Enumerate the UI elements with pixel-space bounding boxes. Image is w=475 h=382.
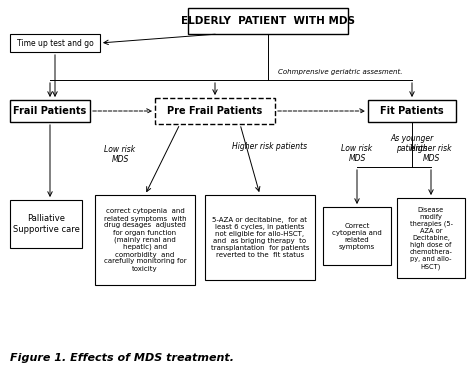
Text: Low risk
MDS: Low risk MDS bbox=[342, 144, 372, 163]
Text: Palliative
Supportive care: Palliative Supportive care bbox=[12, 214, 79, 234]
Text: Disease
modify
therapies (5-
AZA or
Decitabine,
high dose of
chemothera-
py, and: Disease modify therapies (5- AZA or Deci… bbox=[409, 207, 453, 269]
Text: Time up test and go: Time up test and go bbox=[17, 39, 94, 47]
Bar bbox=[95, 195, 195, 285]
Text: Correct
cytopenia and
related
symptoms: Correct cytopenia and related symptoms bbox=[332, 222, 382, 249]
Text: 5-AZA or decitabine,  for at
least 6 cycles, in patients
not eligible for allo-H: 5-AZA or decitabine, for at least 6 cycl… bbox=[211, 217, 309, 258]
Bar bbox=[205, 195, 315, 280]
Bar bbox=[155, 98, 275, 124]
Bar bbox=[188, 8, 348, 34]
Text: Cohmprensive geriatric assesment.: Cohmprensive geriatric assesment. bbox=[278, 69, 402, 75]
Text: Fit Patients: Fit Patients bbox=[380, 106, 444, 116]
Bar bbox=[323, 207, 391, 265]
Text: As younger
patients: As younger patients bbox=[390, 134, 434, 154]
Text: Frail Patients: Frail Patients bbox=[13, 106, 86, 116]
Bar bbox=[10, 100, 90, 122]
Bar bbox=[10, 34, 100, 52]
Text: Pre Frail Patients: Pre Frail Patients bbox=[167, 106, 263, 116]
Bar bbox=[368, 100, 456, 122]
Text: ELDERLY  PATIENT  WITH MDS: ELDERLY PATIENT WITH MDS bbox=[181, 16, 355, 26]
Text: Higher risk
MDS: Higher risk MDS bbox=[410, 144, 452, 163]
Text: correct cytopenia  and
related symptoms  with
drug desages  adjusted
for organ f: correct cytopenia and related symptoms w… bbox=[104, 209, 186, 272]
Bar bbox=[397, 198, 465, 278]
Bar bbox=[10, 200, 82, 248]
Text: Figure 1. Effects of MDS treatment.: Figure 1. Effects of MDS treatment. bbox=[10, 353, 234, 363]
Text: Low risk
MDS: Low risk MDS bbox=[104, 145, 135, 164]
Text: Higher risk patients: Higher risk patients bbox=[232, 142, 308, 151]
